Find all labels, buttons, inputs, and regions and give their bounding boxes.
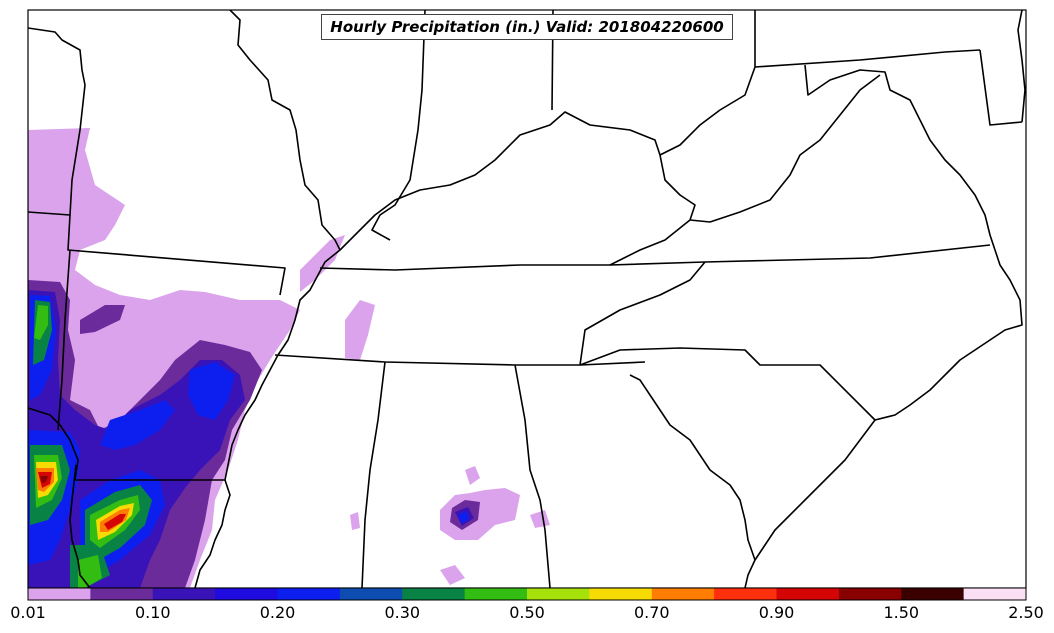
colorbar-tick-label: 1.50: [883, 603, 920, 622]
colorbar-swatch: [589, 588, 653, 600]
colorbar-tick-label: 0.70: [633, 603, 670, 622]
colorbar-swatch: [838, 588, 902, 600]
colorbar-swatch: [90, 588, 154, 600]
state-border: [69, 464, 91, 588]
state-border: [804, 64, 921, 121]
ohio-river: [339, 111, 661, 251]
precip-area-purple: [80, 305, 125, 334]
state-border: [979, 49, 1023, 126]
coastline: [874, 249, 1023, 421]
precip-area-blue: [100, 400, 175, 450]
colorbar-swatch: [963, 588, 1027, 600]
state-border: [28, 84, 86, 216]
state-border: [28, 27, 86, 86]
state-border: [579, 347, 876, 421]
precip-area-bright-green: [34, 305, 48, 340]
state-border: [67, 214, 286, 296]
coastline: [1017, 10, 1026, 123]
colorbar-swatch: [277, 588, 341, 600]
precip-area-light: [300, 235, 345, 292]
precip-area-blue: [458, 511, 469, 523]
precip-area-light: [440, 565, 465, 585]
colorbar-swatch: [714, 588, 777, 600]
state-border: [609, 154, 696, 266]
colorbar-swatch: [152, 588, 216, 600]
state-border: [361, 361, 386, 588]
colorbar-swatch: [215, 588, 278, 600]
colorbar-swatch: [402, 588, 466, 600]
state-border: [57, 249, 71, 431]
precip-area-light: [350, 512, 360, 530]
colorbar-tick-label: 0.01: [10, 603, 46, 622]
state-border: [629, 374, 756, 561]
state-border: [579, 261, 706, 366]
precip-area-red: [104, 514, 126, 530]
map-title: Hourly Precipitation (in.) Valid: 201804…: [321, 14, 733, 40]
colorbar-swatch: [28, 588, 91, 600]
colorbar-tick-label: 0.20: [259, 603, 296, 622]
colorbar-swatch: [527, 588, 590, 600]
precipitation-field: [28, 128, 550, 588]
colorbar-swatch: [339, 588, 403, 600]
colorbar: [27, 587, 1027, 601]
state-border: [689, 74, 881, 223]
precip-area-dark-red: [40, 476, 48, 483]
precip-area-light: [345, 300, 375, 360]
state-border: [371, 10, 426, 241]
precip-area-blue: [188, 362, 235, 420]
colorbar-swatch: [464, 588, 528, 600]
colorbar-tick-label: 0.90: [758, 603, 795, 622]
colorbar-tick-label: 0.50: [509, 603, 545, 622]
mississippi-river: [194, 10, 341, 588]
colorbar-tick-label: 2.50: [1008, 603, 1044, 622]
colorbar-tick-label: 0.10: [134, 603, 171, 622]
precip-area-light: [465, 466, 480, 485]
colorbar-tick-label: 0.30: [384, 603, 421, 622]
coastline: [919, 119, 996, 251]
colorbar-swatch: [901, 588, 965, 600]
colorbar-swatch: [651, 588, 715, 600]
state-boundaries: [28, 10, 1026, 588]
precip-area-light: [530, 510, 550, 528]
state-border: [754, 49, 981, 68]
colorbar-outline: [27, 587, 1027, 601]
state-border: [514, 364, 551, 588]
colorbar-swatch: [776, 588, 840, 600]
coastline: [744, 419, 876, 588]
